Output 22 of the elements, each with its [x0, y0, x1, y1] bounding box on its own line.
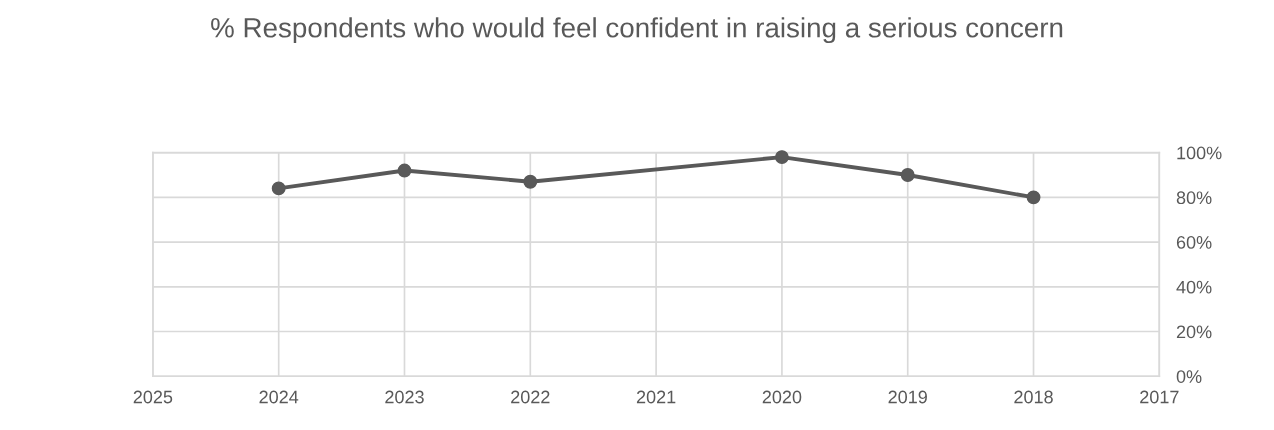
x-tick-label: 2018: [1014, 390, 1053, 404]
y-tick-label: 100%: [1177, 146, 1222, 160]
point: [523, 174, 538, 189]
y-tick-label: 80%: [1176, 191, 1212, 205]
point: [397, 163, 412, 178]
x-tick-label: 2019: [888, 390, 927, 404]
y-tick-label: 20%: [1176, 325, 1212, 339]
y-tick-label: 40%: [1176, 280, 1212, 294]
x-tick-label: 2017: [1140, 390, 1179, 404]
x-tick-label: 2022: [511, 390, 550, 404]
x-tick-label: 2023: [385, 390, 424, 404]
x-tick-label: 2025: [133, 390, 173, 404]
point: [1026, 190, 1041, 205]
x-tick-label: 2021: [636, 390, 676, 404]
y-tick-label: 60%: [1176, 236, 1212, 249]
x-tick-label: 2024: [259, 390, 299, 404]
x-tick-label: 2020: [762, 390, 802, 404]
point: [271, 181, 286, 196]
point: [774, 150, 789, 165]
y-tick-label: 0%: [1176, 370, 1202, 383]
point: [900, 168, 915, 182]
chart-title: % Respondents who would feel confident in raising a serious concern: [211, 17, 1063, 44]
